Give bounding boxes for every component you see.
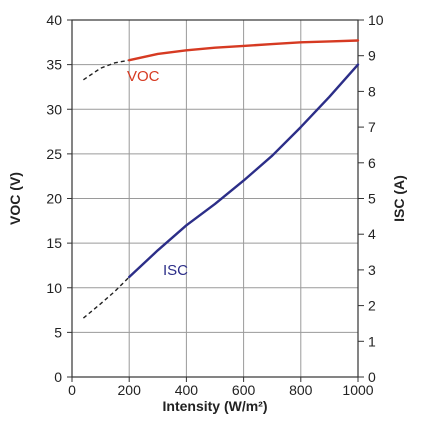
y-right-tick-label: 0: [368, 369, 376, 385]
y-right-tick-label: 5: [368, 191, 376, 207]
x-tick-label: 600: [232, 382, 256, 398]
x-tick-label: 0: [68, 382, 76, 398]
voc-series-line: [127, 39, 360, 62]
y-axis-right-title: ISC (A): [391, 175, 407, 222]
y-right-tick-label: 10: [368, 12, 384, 28]
x-tick-label: 800: [289, 382, 313, 398]
isc-series-label: ISC: [163, 262, 188, 279]
x-tick-label: 200: [118, 382, 142, 398]
y-left-tick-label: 25: [46, 146, 62, 162]
y-right-tick-label: 9: [368, 48, 376, 64]
x-tick-label: 1000: [342, 382, 373, 398]
y-right-tick-label: 4: [368, 226, 376, 242]
y-right-tick-label: 2: [368, 298, 376, 314]
y-left-tick-label: 30: [46, 101, 62, 117]
y-left-tick-label: 35: [46, 57, 62, 73]
isc-series-line: [127, 63, 360, 279]
ticks: 0 200 400 600 800 100005101520253035400123456…: [46, 12, 383, 398]
y-left-tick-label: 0: [54, 369, 62, 385]
y-right-tick-label: 7: [368, 119, 376, 135]
voc-series-label: VOC: [127, 68, 160, 85]
voc-extrapolated-line: [83, 59, 130, 81]
y-right-tick-label: 3: [368, 262, 376, 278]
y-left-tick-label: 10: [46, 280, 62, 296]
isc-extrapolated-line: [82, 276, 130, 319]
grid: [72, 20, 358, 377]
x-axis-title: Intensity (W/m²): [163, 398, 268, 414]
y-right-tick-label: 1: [368, 333, 376, 349]
y-axis-left-title: VOC (V): [7, 172, 23, 225]
y-left-tick-label: 40: [46, 12, 62, 28]
y-left-tick-label: 15: [46, 235, 62, 251]
y-right-tick-label: 8: [368, 83, 376, 99]
series-group: VOC ISC: [82, 39, 360, 319]
y-left-tick-label: 20: [46, 191, 62, 207]
x-tick-label: 400: [175, 382, 199, 398]
y-left-tick-label: 5: [54, 324, 62, 340]
y-right-tick-label: 6: [368, 155, 376, 171]
